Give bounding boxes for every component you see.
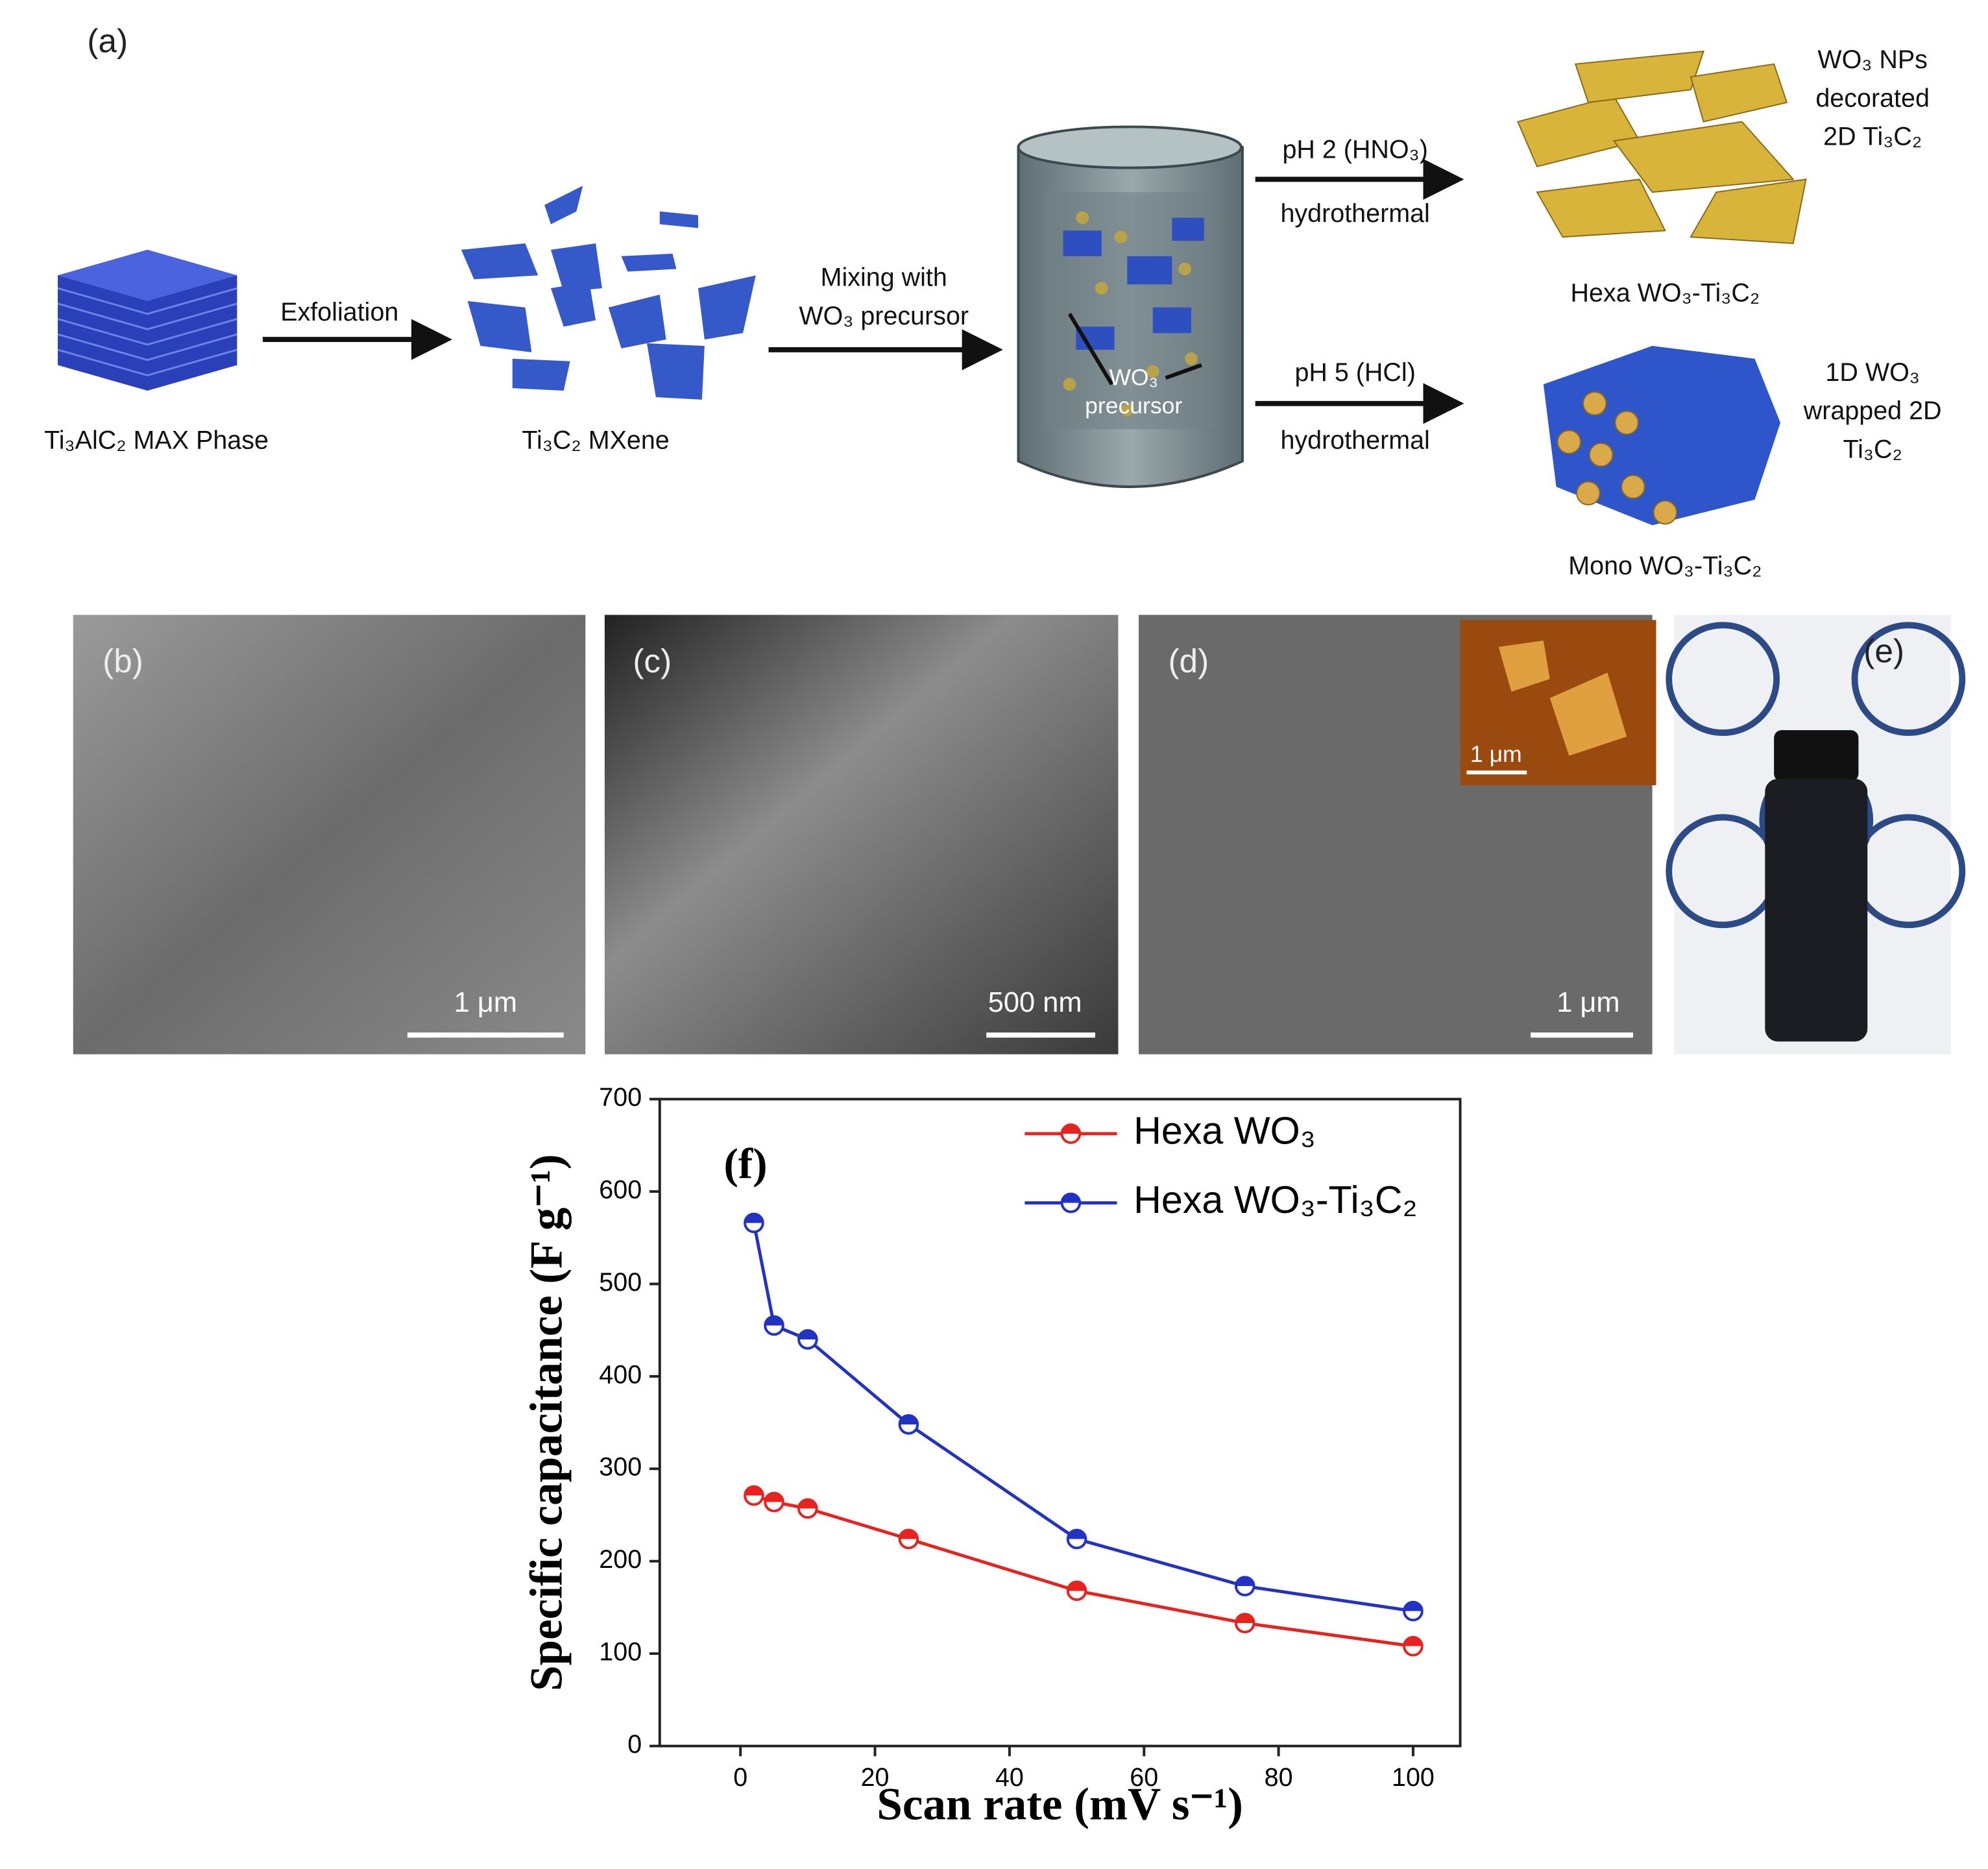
legend-marker bbox=[1060, 1123, 1082, 1144]
data-point bbox=[764, 1315, 784, 1336]
x-tick-label: 60 bbox=[1130, 1763, 1158, 1792]
series-line bbox=[753, 1494, 1414, 1648]
vial-cap bbox=[1774, 730, 1859, 782]
mono-product bbox=[1543, 345, 1781, 526]
y-tick-label: 700 bbox=[599, 1083, 642, 1112]
scale-bar-label: 500 nm bbox=[988, 987, 1082, 1018]
y-tick-label: 300 bbox=[599, 1453, 642, 1482]
y-tick-label: 200 bbox=[599, 1545, 642, 1574]
precursor-label: precursor bbox=[1085, 393, 1182, 419]
data-point bbox=[898, 1528, 919, 1550]
data-point bbox=[797, 1498, 818, 1519]
y-tick-label: 0 bbox=[627, 1730, 642, 1759]
max-phase-stack bbox=[57, 249, 237, 391]
method-label: hydrothermal bbox=[1280, 199, 1429, 228]
product-description: decorated bbox=[1815, 84, 1930, 112]
legend-label: Hexa WO₃ bbox=[1133, 1109, 1316, 1153]
x-axis-title: Scan rate (mV s⁻¹) bbox=[877, 1779, 1243, 1830]
plot-frame bbox=[658, 1097, 1462, 1748]
data-point bbox=[1403, 1600, 1424, 1622]
x-tick-label: 100 bbox=[1392, 1763, 1435, 1792]
panel-label: (c) bbox=[633, 642, 672, 679]
product-description: 2D Ti₃C₂ bbox=[1823, 123, 1922, 151]
data-point bbox=[1403, 1635, 1424, 1657]
max-phase-label: Ti₃AlC₂ MAX Phase bbox=[44, 426, 269, 454]
data-point bbox=[744, 1212, 764, 1234]
step-label: Exfoliation bbox=[280, 298, 398, 326]
data-point bbox=[1234, 1613, 1255, 1633]
product-name: Hexa WO₃-Ti₃C₂ bbox=[1571, 278, 1760, 307]
scale-bar-label: 1 μm bbox=[1470, 741, 1522, 767]
series-line bbox=[752, 1223, 1414, 1613]
panel-label: (a) bbox=[87, 23, 128, 60]
y-axis-title: Specific capacitance (F g⁻¹) bbox=[521, 1154, 572, 1691]
product-description: WO₃ NPs bbox=[1817, 45, 1928, 74]
scale-bar-label: 1 μm bbox=[1557, 987, 1619, 1018]
vial bbox=[1765, 779, 1868, 1042]
precursor-label: WO₃ bbox=[1109, 365, 1158, 391]
y-tick-label: 500 bbox=[599, 1268, 642, 1297]
y-tick-label: 100 bbox=[599, 1638, 642, 1667]
data-point bbox=[898, 1414, 919, 1435]
x-tick-label: 0 bbox=[733, 1763, 747, 1792]
mxene-label: Ti₃C₂ MXene bbox=[522, 426, 669, 454]
y-tick-label: 400 bbox=[599, 1360, 642, 1389]
data-point bbox=[797, 1329, 818, 1350]
method-label: hydrothermal bbox=[1280, 426, 1429, 454]
data-point bbox=[764, 1491, 784, 1513]
legend-marker bbox=[1060, 1192, 1082, 1214]
product-description: Ti₃C₂ bbox=[1843, 435, 1902, 463]
y-tick-label: 600 bbox=[599, 1175, 642, 1204]
data-point bbox=[1066, 1528, 1087, 1550]
sem-image bbox=[604, 615, 1119, 1055]
panel-label: (e) bbox=[1863, 632, 1904, 669]
step-label: WO₃ precursor bbox=[799, 302, 969, 330]
data-point bbox=[1234, 1576, 1255, 1596]
condition-label: pH 2 (HNO₃) bbox=[1282, 135, 1427, 164]
panel-label: (f) bbox=[723, 1140, 767, 1188]
product-name: Mono WO₃-Ti₃C₂ bbox=[1568, 552, 1762, 580]
product-description: 1D WO₃ bbox=[1825, 358, 1919, 387]
data-point bbox=[744, 1485, 764, 1506]
panel-label: (b) bbox=[103, 642, 143, 679]
step-label: Mixing with bbox=[821, 263, 947, 292]
sem-image bbox=[73, 615, 586, 1055]
beaker bbox=[1017, 125, 1244, 489]
x-tick-label: 80 bbox=[1265, 1763, 1293, 1792]
chart: 0 100 200 300 400 500 600 700 0 20 40 60 80 100 Scan r… bbox=[521, 1083, 1462, 1830]
mxene-flakes bbox=[461, 186, 756, 400]
x-tick-label: 40 bbox=[995, 1763, 1024, 1792]
data-point bbox=[1066, 1580, 1087, 1602]
x-tick-label: 20 bbox=[861, 1763, 890, 1792]
product-description: wrapped 2D bbox=[1803, 397, 1942, 425]
afm-flake bbox=[1498, 640, 1627, 756]
scale-bar-label: 1 μm bbox=[454, 987, 517, 1018]
condition-label: pH 5 (HCl) bbox=[1294, 358, 1415, 387]
legend-label: Hexa WO₃-Ti₃C₂ bbox=[1133, 1178, 1417, 1221]
hexa-product bbox=[1516, 50, 1807, 245]
panel-label: (d) bbox=[1168, 642, 1209, 679]
